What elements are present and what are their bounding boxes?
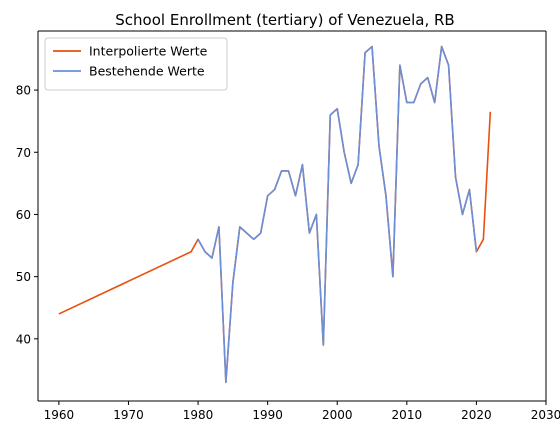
- legend: Interpolierte Werte Bestehende Werte: [44, 37, 228, 91]
- legend-frame: [44, 37, 228, 91]
- x-tick-label: 1990: [252, 408, 283, 422]
- y-tick-label: 60: [16, 208, 31, 222]
- x-tick-label: 2030: [531, 408, 560, 422]
- x-tick-label: 1970: [113, 408, 144, 422]
- y-tick-label: 80: [16, 84, 31, 98]
- y-axis-ticks: 40 50 60 70 80: [16, 84, 38, 346]
- x-tick-label: 1960: [44, 408, 75, 422]
- x-tick-label: 2020: [461, 408, 492, 422]
- y-tick-label: 50: [16, 270, 31, 284]
- series-line-bestehende-werte: [197, 45, 478, 384]
- legend-label: Interpolierte Werte: [89, 44, 208, 59]
- x-tick-label: 2000: [322, 408, 353, 422]
- axes-frame: [37, 30, 547, 402]
- x-tick-label: 1980: [183, 408, 214, 422]
- y-tick-label: 70: [16, 146, 31, 160]
- chart-title: School Enrollment (tertiary) of Venezuel…: [115, 11, 454, 29]
- x-tick-label: 2010: [392, 408, 423, 422]
- x-axis-ticks: 1960 1970 1980 1990 2000 2010 2020 2030: [44, 401, 560, 422]
- plot-lines: [58, 45, 492, 384]
- legend-label: Bestehende Werte: [89, 64, 205, 79]
- y-tick-label: 40: [16, 332, 31, 346]
